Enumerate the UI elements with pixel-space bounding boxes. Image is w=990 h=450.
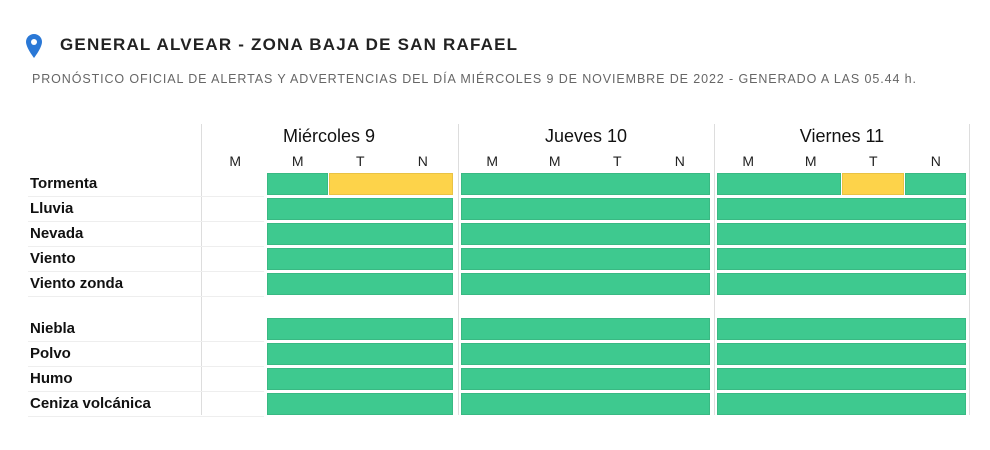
row-label: Humo [30, 370, 73, 387]
alert-cell [842, 173, 904, 195]
location-pin-icon [26, 34, 42, 58]
row-divider [28, 341, 264, 342]
row-label: Viento [30, 250, 76, 267]
row-label: Niebla [30, 320, 76, 337]
column-separator [969, 124, 970, 415]
alert-cell [461, 393, 710, 415]
alert-cell [461, 173, 710, 195]
column-separator [714, 124, 715, 415]
alert-cell [461, 198, 710, 220]
alert-cell [266, 273, 453, 295]
day-name: Jueves 10 [544, 126, 628, 146]
row-label: Polvo [30, 345, 71, 362]
alert-cell [266, 318, 453, 340]
alert-cell [266, 198, 453, 220]
alert-cell [717, 223, 966, 245]
row-divider [28, 366, 264, 367]
alert-cell [717, 393, 966, 415]
row-divider [28, 416, 264, 417]
row-divider [28, 246, 264, 247]
row-label: Viento zonda [30, 275, 124, 292]
alert-cell [717, 198, 966, 220]
period-label: N [674, 153, 685, 169]
period-label: T [355, 153, 365, 169]
alert-cell [717, 173, 841, 195]
column-separator [458, 124, 459, 415]
subtitle: PRONÓSTICO OFICIAL DE ALERTAS Y ADVERTEN… [32, 72, 917, 86]
row-divider [28, 221, 264, 222]
row-divider [28, 271, 264, 272]
alert-cell [717, 248, 966, 270]
alert-cell [717, 343, 966, 365]
alert-cell [266, 248, 453, 270]
alert-cell [717, 273, 966, 295]
alert-cell [329, 173, 453, 195]
alert-cell [717, 368, 966, 390]
period-label: T [612, 153, 622, 169]
alert-cell [266, 223, 453, 245]
alert-cell [461, 273, 710, 295]
period-label: N [930, 153, 941, 169]
row-label: Lluvia [30, 200, 74, 217]
period-label: M [486, 153, 499, 169]
day-name: Miércoles 9 [282, 126, 376, 146]
period-label: M [804, 153, 817, 169]
row-divider [28, 196, 264, 197]
title: GENERAL ALVEAR - ZONA BAJA DE SAN RAFAEL [60, 35, 519, 54]
row-divider [28, 391, 264, 392]
alert-cell [266, 173, 328, 195]
row-label: Tormenta [30, 175, 98, 192]
period-label: M [548, 153, 561, 169]
alert-cell [461, 248, 710, 270]
period-label: M [291, 153, 304, 169]
alert-cell [717, 318, 966, 340]
column-separator [201, 124, 202, 415]
period-label: M [742, 153, 755, 169]
alert-cell [266, 343, 453, 365]
day-name: Viernes 11 [799, 126, 885, 146]
alert-cell [461, 223, 710, 245]
alert-cell [461, 368, 710, 390]
row-divider [28, 296, 264, 297]
alert-cell [904, 173, 966, 195]
row-label: Ceniza volcánica [30, 395, 151, 412]
alert-cell [461, 318, 710, 340]
period-label: N [417, 153, 428, 169]
alert-cell [266, 368, 453, 390]
alert-cell [266, 393, 453, 415]
period-label: T [868, 153, 878, 169]
row-label: Nevada [30, 225, 84, 242]
period-label: M [229, 153, 242, 169]
alert-cell [461, 343, 710, 365]
